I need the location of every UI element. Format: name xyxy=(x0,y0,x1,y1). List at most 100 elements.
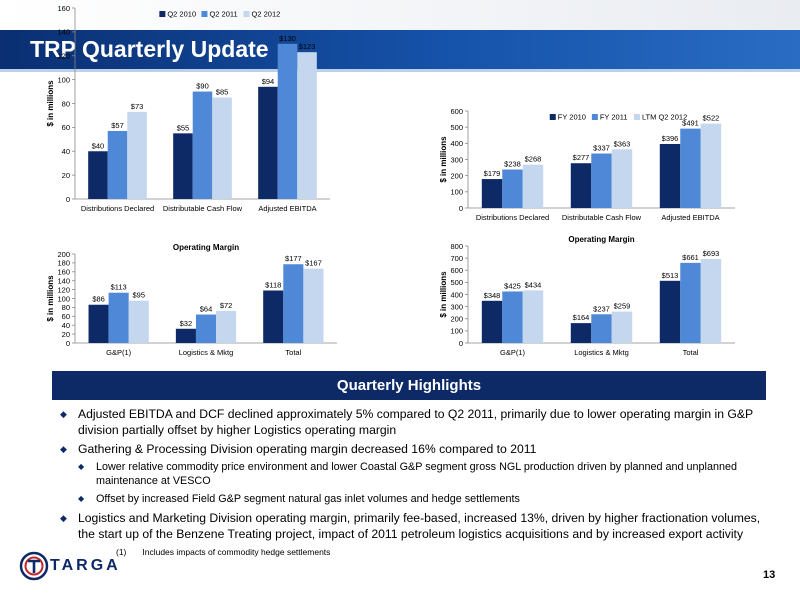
y-tick-label: 0 xyxy=(66,339,70,348)
bar xyxy=(175,328,196,343)
bar xyxy=(700,123,722,208)
bar xyxy=(192,91,213,199)
y-tick-label: 700 xyxy=(450,254,463,263)
data-label: $277 xyxy=(573,153,590,162)
bar xyxy=(195,314,217,343)
bar xyxy=(107,130,128,199)
y-tick-label: 500 xyxy=(450,123,463,132)
chart-quarterly: 0 20 40 60 80 100 120 140 160 $ in millions $40 $57… xyxy=(46,4,330,213)
bar xyxy=(283,264,304,343)
bar xyxy=(522,164,544,208)
bar xyxy=(680,262,701,343)
footnote: (1) Includes impacts of commodity hedge … xyxy=(116,547,330,557)
bar xyxy=(659,143,681,208)
data-label: $130 xyxy=(279,34,296,43)
legend-label: Q2 2012 xyxy=(252,10,281,19)
highlight-bullet: Adjusted EBITDA and DCF declined approxi… xyxy=(60,406,770,438)
y-axis-label: $ in millions xyxy=(46,275,55,322)
y-tick-label: 200 xyxy=(57,250,70,259)
data-label: $268 xyxy=(525,155,542,164)
y-tick-label: 100 xyxy=(450,188,463,197)
x-tick-label: G&P(1) xyxy=(500,348,526,357)
title-bar: TRP Quarterly Update xyxy=(0,30,800,69)
y-tick-label: 60 xyxy=(62,312,70,321)
title-underline xyxy=(0,69,800,72)
y-tick-label: 500 xyxy=(450,278,463,287)
legend-swatch xyxy=(591,114,598,120)
bar xyxy=(522,290,544,343)
page-number: 13 xyxy=(763,569,776,581)
bar xyxy=(502,291,523,343)
y-tick-label: 20 xyxy=(62,171,70,180)
x-tick-label: Adjusted EBITDA xyxy=(661,213,719,222)
bar xyxy=(611,311,633,343)
highlight-sub-list: Lower relative commodity price environme… xyxy=(78,460,770,506)
data-label: $72 xyxy=(220,301,233,310)
y-tick-label: 0 xyxy=(459,204,463,213)
y-tick-label: 200 xyxy=(450,315,463,324)
x-tick-label: Distributable Cash Flow xyxy=(562,213,642,222)
data-label: $64 xyxy=(200,305,213,314)
highlight-sub-bullet: Lower relative commodity price environme… xyxy=(78,460,770,488)
y-tick-label: 20 xyxy=(62,330,70,339)
y-tick-label: 160 xyxy=(57,268,70,277)
bar xyxy=(88,151,108,199)
data-label: $661 xyxy=(682,253,699,262)
y-tick-label: 160 xyxy=(57,4,70,13)
y-tick-label: 120 xyxy=(57,52,70,61)
data-label: $118 xyxy=(265,280,281,289)
bar xyxy=(277,43,298,199)
highlights-header: Quarterly Highlights xyxy=(336,377,482,394)
data-label: $522 xyxy=(703,114,720,123)
y-tick-label: 100 xyxy=(57,75,70,84)
data-label: $55 xyxy=(177,123,190,132)
legend-label: Q2 2010 xyxy=(167,10,196,19)
y-tick-label: 80 xyxy=(62,303,70,312)
y-tick-label: 300 xyxy=(450,155,463,164)
bar xyxy=(128,300,149,343)
data-label: $513 xyxy=(662,271,679,280)
y-axis-label: $ in millions xyxy=(439,136,448,183)
y-tick-label: 60 xyxy=(62,123,70,132)
highlights-list: Adjusted EBITDA and DCF declined approxi… xyxy=(60,406,770,545)
data-label: $90 xyxy=(196,82,209,91)
y-axis-label: $ in millions xyxy=(46,80,55,127)
footnote-text: Includes impacts of commodity hedge sett… xyxy=(142,547,331,557)
chart-title: Operating Margin xyxy=(173,243,239,252)
y-tick-label: 100 xyxy=(450,327,463,336)
bar xyxy=(212,97,232,199)
bar xyxy=(303,268,324,343)
y-tick-label: 600 xyxy=(450,266,463,275)
y-tick-label: 180 xyxy=(57,259,70,268)
chart-operating-margin-annual: 0 100 200 300 400 500 600 700 800 $ in millions $3… xyxy=(439,235,735,357)
bar xyxy=(88,304,109,343)
data-label: $238 xyxy=(504,160,521,169)
y-tick-label: 100 xyxy=(57,294,70,303)
y-tick-label: 400 xyxy=(450,290,463,299)
x-tick-label: Total xyxy=(285,348,301,357)
legend-swatch xyxy=(201,11,208,17)
bar xyxy=(481,179,503,208)
bar xyxy=(263,290,284,343)
highlight-sub-bullet: Offset by increased Field G&P segment na… xyxy=(78,492,770,506)
y-tick-label: 0 xyxy=(459,339,463,348)
y-tick-label: 40 xyxy=(62,147,70,156)
data-label: $237 xyxy=(593,304,610,313)
data-label: $86 xyxy=(92,295,105,304)
data-label: $57 xyxy=(111,121,124,130)
y-tick-label: 300 xyxy=(450,302,463,311)
legend-label: Q2 2011 xyxy=(209,10,237,19)
y-tick-label: 40 xyxy=(62,321,70,330)
bar xyxy=(258,86,278,199)
data-label: $693 xyxy=(703,249,720,258)
y-tick-label: 400 xyxy=(450,139,463,148)
chart-title: Operating Margin xyxy=(568,235,634,244)
legend-label: LTM Q2 2012 xyxy=(642,113,687,122)
top-band xyxy=(0,0,800,30)
data-label: $164 xyxy=(573,313,590,322)
legend-swatch xyxy=(549,114,556,120)
data-label: $123 xyxy=(299,42,316,51)
data-label: $177 xyxy=(285,254,302,263)
bar xyxy=(570,163,592,208)
